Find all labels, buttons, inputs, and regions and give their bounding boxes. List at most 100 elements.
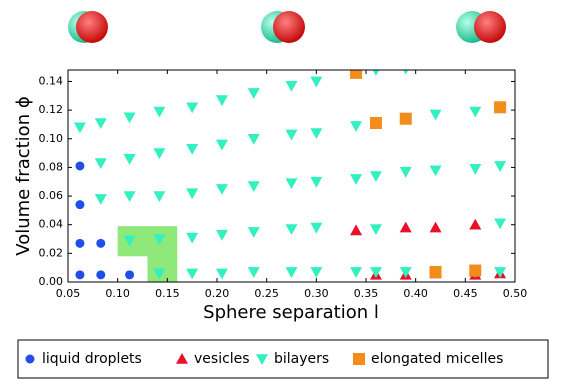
x-tick-label: 0.40 (403, 287, 428, 300)
x-tick-label: 0.05 (56, 287, 81, 300)
plot-area (73, 70, 507, 282)
y-tick-label: 0.14 (39, 74, 64, 87)
marker (285, 80, 298, 92)
legend-label: elongated micelles (371, 351, 503, 367)
marker (96, 238, 106, 248)
marker (247, 133, 260, 145)
marker (399, 267, 412, 278)
marker (310, 267, 323, 278)
marker (123, 235, 136, 247)
marker (153, 268, 166, 280)
marker (75, 200, 85, 210)
marker (123, 191, 136, 203)
legend-marker (256, 354, 268, 365)
y-tick-label: 0.08 (39, 160, 64, 173)
marker (469, 164, 482, 175)
marker (247, 227, 260, 238)
marker (285, 224, 298, 235)
marker (96, 270, 106, 280)
marker (350, 267, 363, 278)
marker (215, 229, 228, 241)
particle-icons (68, 11, 506, 43)
marker (429, 109, 442, 121)
marker (186, 188, 199, 200)
marker (494, 267, 507, 278)
legend-label: bilayers (274, 351, 329, 367)
marker (310, 222, 323, 234)
x-tick-label: 0.15 (155, 287, 180, 300)
marker (429, 265, 442, 278)
marker (123, 112, 136, 124)
x-axis-label: Sphere separation l (203, 302, 379, 323)
marker (372, 70, 380, 76)
legend-marker (25, 354, 35, 364)
marker (429, 221, 442, 233)
marker (285, 129, 298, 141)
legend-marker (176, 353, 188, 364)
x-tick-label: 0.10 (105, 287, 130, 300)
marker (153, 106, 166, 118)
marker (403, 70, 409, 75)
legend-label: vesicles (194, 351, 250, 367)
marker (494, 161, 507, 172)
marker (186, 232, 199, 244)
marker (469, 264, 482, 277)
marker (75, 161, 85, 171)
y-axis-label: Volume fraction ϕ (13, 96, 34, 255)
y-tick-label: 0.10 (39, 132, 64, 145)
legend: liquid droplets vesicles bilayers elongated… (25, 351, 503, 367)
legend-marker (353, 353, 365, 365)
marker (215, 139, 228, 151)
marker (215, 95, 228, 107)
marker (350, 174, 363, 185)
y-tick-label: 0.04 (39, 218, 64, 231)
y-tick-label: 0.02 (39, 246, 64, 259)
marker (369, 267, 382, 278)
marker (94, 194, 107, 205)
legend-label: liquid droplets (42, 351, 142, 367)
marker (310, 128, 323, 140)
marker (285, 178, 298, 190)
legend-box (17, 339, 549, 379)
marker (399, 166, 412, 178)
marker (399, 221, 412, 233)
marker (350, 224, 363, 236)
marker (94, 158, 107, 170)
marker (247, 88, 260, 99)
marker (350, 70, 363, 79)
marker (469, 106, 482, 118)
marker (494, 101, 507, 114)
marker (73, 122, 86, 134)
x-tick-label: 0.20 (205, 287, 230, 300)
marker (186, 143, 199, 155)
marker (153, 191, 166, 203)
x-tick-label: 0.25 (254, 287, 279, 300)
marker (369, 224, 382, 235)
marker (125, 270, 135, 280)
marker (399, 112, 412, 125)
marker (350, 121, 363, 132)
plot-frame (67, 69, 516, 283)
marker (153, 148, 166, 160)
marker (429, 165, 442, 177)
marker (94, 118, 107, 129)
marker (494, 218, 507, 230)
marker (247, 181, 260, 193)
marker (123, 154, 136, 165)
marker (310, 76, 323, 88)
y-tick-label: 0.06 (39, 189, 64, 202)
marker (285, 267, 298, 278)
x-tick-label: 0.35 (354, 287, 379, 300)
marker (186, 268, 199, 280)
x-tick-label: 0.45 (453, 287, 478, 300)
axes: 0.05 0.10 0.15 0.20 0.25 0.30 0.35 0.40 0.45 0.50… (39, 70, 528, 300)
marker (469, 218, 482, 230)
marker (369, 171, 382, 182)
marker (153, 234, 166, 246)
x-tick-label: 0.30 (304, 287, 329, 300)
x-tick-label: 0.50 (503, 287, 528, 300)
y-tick-label: 0.12 (39, 103, 64, 116)
marker (310, 176, 323, 188)
